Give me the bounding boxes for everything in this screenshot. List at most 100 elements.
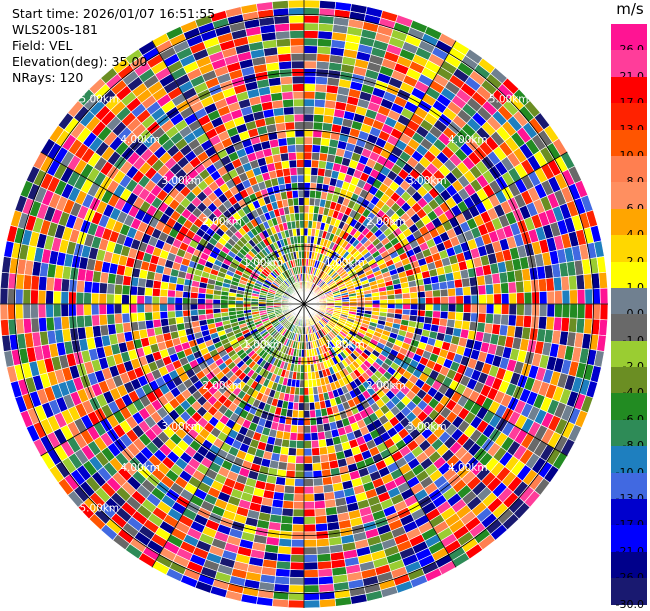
gate-cell bbox=[546, 278, 555, 292]
gate-cell bbox=[314, 114, 324, 122]
gate-cell bbox=[296, 144, 304, 152]
gate-cell bbox=[205, 309, 213, 315]
gate-cell bbox=[447, 319, 456, 328]
gate-cell bbox=[304, 114, 314, 122]
gate-cell bbox=[99, 304, 107, 315]
gate-cell bbox=[198, 298, 206, 304]
gate-cell bbox=[315, 516, 327, 525]
gate-cell bbox=[291, 425, 298, 433]
gate-cell bbox=[517, 293, 525, 305]
gate-cell bbox=[562, 304, 570, 318]
gate-cell bbox=[311, 160, 319, 168]
gate-cell bbox=[30, 290, 38, 304]
gate-cell bbox=[190, 298, 198, 304]
field-text: Field: VEL bbox=[12, 38, 215, 54]
colorbar: 26.021.017.013.010.08.06.04.02.01.00.0-1… bbox=[611, 24, 647, 605]
gate-cell bbox=[287, 463, 296, 471]
gate-cell bbox=[282, 92, 294, 100]
gate-cell bbox=[298, 182, 304, 190]
gate-cell bbox=[304, 38, 318, 46]
gate-cell bbox=[160, 318, 169, 326]
gate-cell bbox=[304, 395, 309, 403]
gate-cell bbox=[298, 410, 304, 418]
gate-cell bbox=[295, 137, 304, 145]
gate-cell bbox=[38, 290, 46, 304]
colorbar-swatch: -2.0 bbox=[611, 341, 647, 367]
colorbar-swatch: -21.0 bbox=[611, 525, 647, 551]
gate-cell bbox=[281, 160, 289, 169]
gate-cell bbox=[318, 38, 332, 47]
nrays-text: NRays: 120 bbox=[12, 70, 215, 86]
gate-cell bbox=[295, 122, 305, 130]
gate-cell bbox=[294, 114, 304, 122]
gate-cell bbox=[294, 486, 304, 494]
gate-cell bbox=[501, 304, 509, 315]
ring-label: 5.00km bbox=[79, 503, 119, 515]
gate-cell bbox=[576, 275, 585, 290]
gate-cell bbox=[299, 395, 304, 403]
gate-cell bbox=[304, 190, 310, 198]
gate-cell bbox=[290, 562, 304, 570]
gate-cell bbox=[205, 299, 213, 304]
ring-label: 2.00km bbox=[366, 380, 406, 392]
gate-cell bbox=[290, 167, 298, 175]
gate-cell bbox=[38, 318, 47, 332]
gate-cell bbox=[304, 524, 316, 532]
gate-cell bbox=[316, 61, 329, 70]
gate-cell bbox=[293, 91, 304, 99]
colorbar-swatch: -30.0 bbox=[611, 578, 647, 604]
gate-cell bbox=[294, 205, 300, 213]
gate-cell bbox=[0, 320, 9, 336]
gate-cell bbox=[448, 304, 456, 312]
gate-cell bbox=[281, 516, 293, 525]
gate-cell bbox=[315, 92, 327, 100]
gate-cell bbox=[387, 295, 395, 300]
gate-cell bbox=[2, 335, 12, 352]
gate-cell bbox=[114, 294, 122, 304]
gate-cell bbox=[290, 570, 304, 578]
gate-cell bbox=[380, 304, 388, 308]
gate-cell bbox=[285, 478, 295, 486]
gate-cell bbox=[30, 304, 38, 318]
ring-label: 3.00km bbox=[161, 175, 201, 187]
gate-cell bbox=[251, 304, 259, 307]
gate-cell bbox=[123, 322, 132, 332]
gate-cell bbox=[283, 99, 294, 107]
gate-cell bbox=[410, 298, 418, 304]
gate-cell bbox=[304, 448, 312, 456]
gate-cell bbox=[285, 183, 292, 191]
gate-cell bbox=[304, 539, 317, 547]
gate-cell bbox=[279, 61, 292, 70]
gate-cell bbox=[576, 318, 585, 333]
gate-cell bbox=[494, 294, 502, 304]
ring-label: 5.00km bbox=[79, 93, 119, 105]
gate-cell bbox=[304, 547, 317, 555]
gate-cell bbox=[316, 76, 328, 85]
gate-cell bbox=[350, 301, 358, 304]
gate-cell bbox=[46, 277, 55, 291]
gate-cell bbox=[304, 205, 309, 213]
ring-label: 1.00km bbox=[243, 257, 283, 269]
gate-cell bbox=[479, 295, 487, 305]
gate-cell bbox=[317, 46, 331, 55]
colorbar-label: -30.0 bbox=[616, 598, 644, 611]
gate-cell bbox=[304, 562, 318, 570]
gate-cell bbox=[298, 198, 304, 206]
gate-cell bbox=[304, 0, 320, 8]
gate-cell bbox=[275, 31, 290, 40]
gate-cell bbox=[153, 319, 162, 328]
gate-cell bbox=[296, 456, 304, 464]
gate-cell bbox=[183, 316, 191, 323]
gate-cell bbox=[137, 312, 145, 321]
gate-cell bbox=[46, 317, 55, 331]
gate-cell bbox=[294, 106, 304, 114]
gate-cell bbox=[501, 314, 509, 325]
gate-cell bbox=[304, 175, 311, 183]
gate-cell bbox=[310, 410, 316, 418]
gate-cell bbox=[454, 279, 463, 288]
gate-cell bbox=[61, 291, 69, 304]
gate-cell bbox=[297, 425, 304, 433]
gate-cell bbox=[320, 599, 336, 608]
gate-cell bbox=[300, 228, 304, 236]
gate-cell bbox=[501, 293, 509, 304]
